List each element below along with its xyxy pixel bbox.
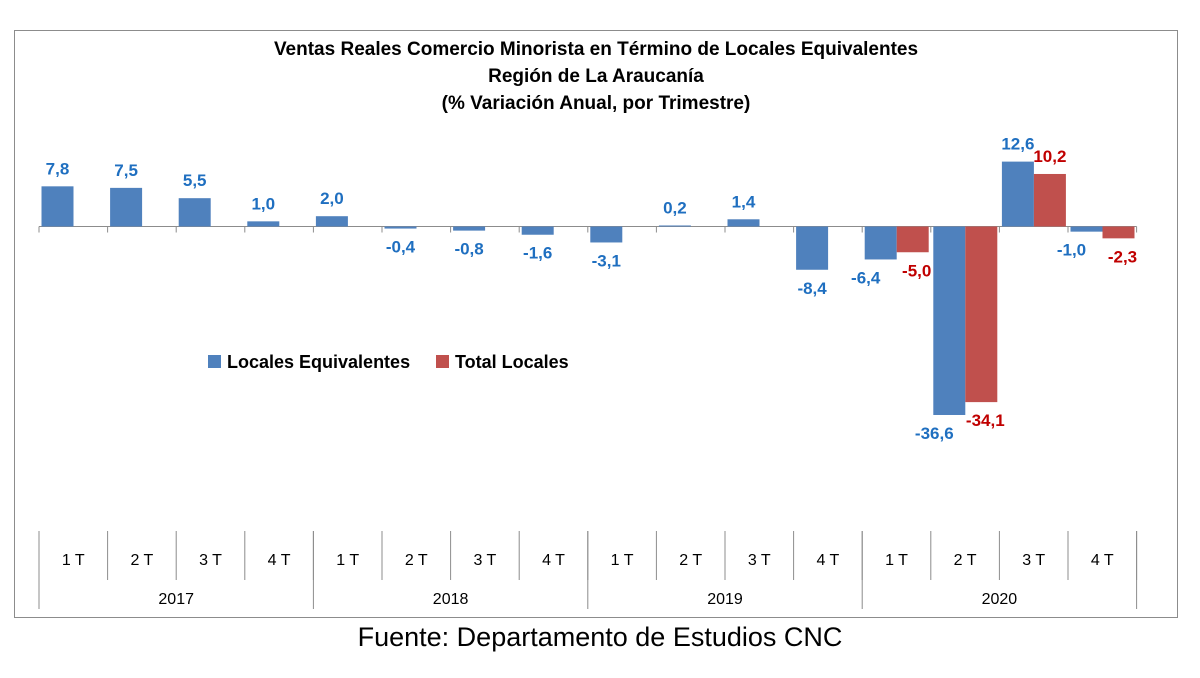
source-note: Fuente: Departamento de Estudios CNC [357,622,843,652]
chart-title-line-2: Región de La Araucanía [488,66,704,87]
category-label: 2 T [679,552,702,569]
data-label-locales-equivalentes: -6,4 [851,268,881,287]
year-group-label: 2019 [707,591,743,608]
bar-total-locales [1102,226,1135,239]
legend-label-total-locales: Total Locales [455,352,569,372]
legend-swatch-locales-equivalentes [208,355,221,368]
data-label-locales-equivalentes: -8,4 [797,279,827,298]
year-group-label: 2018 [433,591,469,608]
category-label: 1 T [336,552,359,569]
data-label-locales-equivalentes: 5,5 [183,171,207,190]
bar-total-locales [1033,173,1066,227]
bar-locales-equivalentes [247,221,280,227]
legend-swatch-total-locales [436,355,449,368]
category-label: 4 T [816,552,839,569]
data-label-locales-equivalentes: -0,4 [386,238,416,257]
bar-locales-equivalentes [521,226,554,235]
bar-locales-equivalentes [41,186,74,227]
category-label: 1 T [885,552,908,569]
category-label: 4 T [268,552,291,569]
category-label: 2 T [405,552,428,569]
year-group-label: 2017 [158,591,194,608]
bar-locales-equivalentes [453,226,486,231]
bar-locales-equivalentes [110,187,143,227]
category-label: 3 T [1022,552,1045,569]
legend-label-locales-equivalentes: Locales Equivalentes [227,352,410,372]
data-label-locales-equivalentes: -1,6 [523,244,552,263]
bar-total-locales [896,226,929,253]
category-label: 3 T [199,552,222,569]
data-label-total-locales: 10,2 [1033,147,1066,166]
category-label: 2 T [130,552,153,569]
bar-locales-equivalentes [178,198,211,227]
category-label: 2 T [954,552,977,569]
bar-locales-equivalentes [658,225,691,227]
bar-locales-equivalentes [796,226,829,270]
bar-locales-equivalentes [727,219,760,227]
data-label-locales-equivalentes: -1,0 [1057,241,1086,260]
category-label: 4 T [1091,552,1114,569]
year-group-label: 2020 [982,591,1018,608]
category-label: 1 T [611,552,634,569]
data-label-locales-equivalentes: 1,4 [732,192,756,211]
chart-title-line-1: Ventas Reales Comercio Minorista en Térm… [273,39,919,60]
bar-locales-equivalentes [590,226,623,243]
category-label: 1 T [62,552,85,569]
data-label-locales-equivalentes: 2,0 [320,189,344,208]
data-label-locales-equivalentes: -3,1 [592,251,621,270]
bar-total-locales [965,226,998,403]
data-label-locales-equivalentes: -36,6 [915,424,954,443]
data-label-locales-equivalentes: 0,2 [663,198,687,217]
data-label-total-locales: -5,0 [902,261,931,280]
bar-locales-equivalentes [1001,161,1034,227]
chart-title-line-3: (% Variación Anual, por Trimestre) [441,93,751,114]
bar-locales-equivalentes [315,216,348,227]
bar-locales-equivalentes [933,226,966,415]
category-label: 3 T [473,552,496,569]
category-label: 3 T [748,552,771,569]
data-label-locales-equivalentes: 7,5 [114,161,138,180]
data-label-locales-equivalentes: 12,6 [1001,135,1034,154]
data-label-total-locales: -2,3 [1108,247,1137,266]
category-label: 4 T [542,552,565,569]
bar-locales-equivalentes [384,226,417,229]
chart-title: Ventas Reales Comercio Minorista en Térm… [14,36,1178,117]
data-label-locales-equivalentes: 1,0 [251,194,275,213]
data-label-total-locales: -34,1 [966,411,1005,430]
data-label-locales-equivalentes: -0,8 [454,240,483,259]
bar-locales-equivalentes [1070,226,1103,232]
data-label-locales-equivalentes: 7,8 [46,159,70,178]
bar-locales-equivalentes [864,226,897,260]
